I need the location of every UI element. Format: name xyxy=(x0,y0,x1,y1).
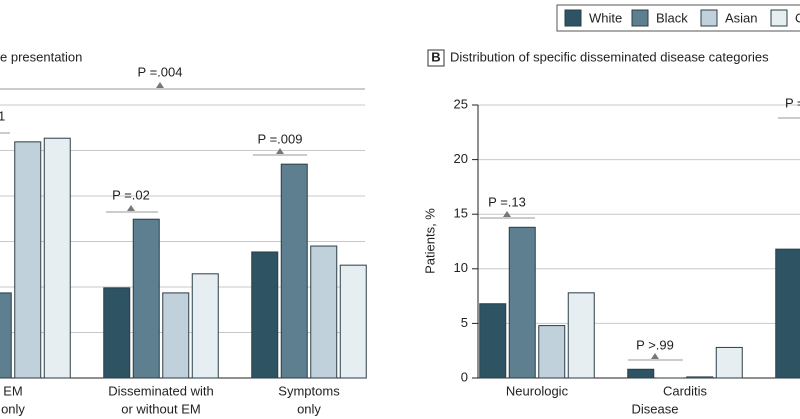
x-tick-label: EM xyxy=(3,383,23,398)
bar xyxy=(0,292,12,379)
panel-label-box xyxy=(427,49,445,67)
chart-title: Distribution of specific disseminated di… xyxy=(450,49,769,64)
x-tick-label: or without EM xyxy=(121,401,200,416)
p-value-annotation: P =.02 xyxy=(112,187,150,202)
bar xyxy=(715,346,743,379)
bar xyxy=(339,264,367,379)
bar xyxy=(280,163,308,379)
legend-label: Asian xyxy=(725,10,758,25)
legend-swatch xyxy=(770,9,788,27)
bar xyxy=(310,245,338,379)
bar xyxy=(627,368,655,379)
bar xyxy=(251,251,279,379)
bar xyxy=(479,303,507,379)
p-value-annotation: P >.99 xyxy=(636,337,674,352)
bar xyxy=(567,292,595,379)
x-tick-label: Symptoms xyxy=(278,383,340,398)
legend-label: Black xyxy=(656,10,688,25)
y-tick-label: 15 xyxy=(454,206,468,221)
chart-title: e presentation xyxy=(0,49,82,64)
bar xyxy=(686,376,714,379)
bar xyxy=(162,292,190,379)
legend-label: White xyxy=(589,10,622,25)
y-tick-label: 20 xyxy=(454,151,468,166)
bar xyxy=(508,226,536,379)
p-value-annotation: P =.13 xyxy=(488,194,526,209)
legend-swatch xyxy=(564,9,582,27)
y-tick-label: 0 xyxy=(461,369,468,384)
x-tick-label: Disseminated with xyxy=(108,383,214,398)
x-tick-label: only xyxy=(297,401,321,416)
p-value-annotation: P =.009 xyxy=(258,131,303,146)
p-value-annotation: P =.004 xyxy=(138,64,183,79)
bracket-marker xyxy=(276,148,284,154)
legend-swatch xyxy=(700,9,718,27)
y-tick-label: 5 xyxy=(461,315,468,330)
bar xyxy=(775,248,800,379)
bar xyxy=(191,273,219,379)
bar xyxy=(43,137,71,379)
y-tick-label: 25 xyxy=(454,96,468,111)
bar xyxy=(538,325,566,379)
legend-label: O xyxy=(795,10,800,25)
p-value-annotation: P = xyxy=(785,95,800,110)
bracket-marker xyxy=(127,205,135,211)
bar xyxy=(14,141,42,379)
x-tick-label: only xyxy=(1,401,25,416)
legend-swatch xyxy=(631,9,649,27)
y-tick-label: 10 xyxy=(454,260,468,275)
p-value-annotation: 1 xyxy=(0,108,5,123)
bar xyxy=(103,287,131,379)
x-tick-label: Carditis xyxy=(663,383,708,398)
legend-box xyxy=(556,4,800,32)
x-axis-label: Disease xyxy=(632,401,679,416)
x-tick-label: Neurologic xyxy=(506,383,569,398)
panel-label: B xyxy=(431,49,440,64)
y-axis-label: Patients, % xyxy=(422,208,437,274)
bar xyxy=(132,218,160,379)
bracket-marker xyxy=(156,82,164,88)
bracket-marker xyxy=(651,353,659,359)
bracket-marker xyxy=(503,211,511,217)
